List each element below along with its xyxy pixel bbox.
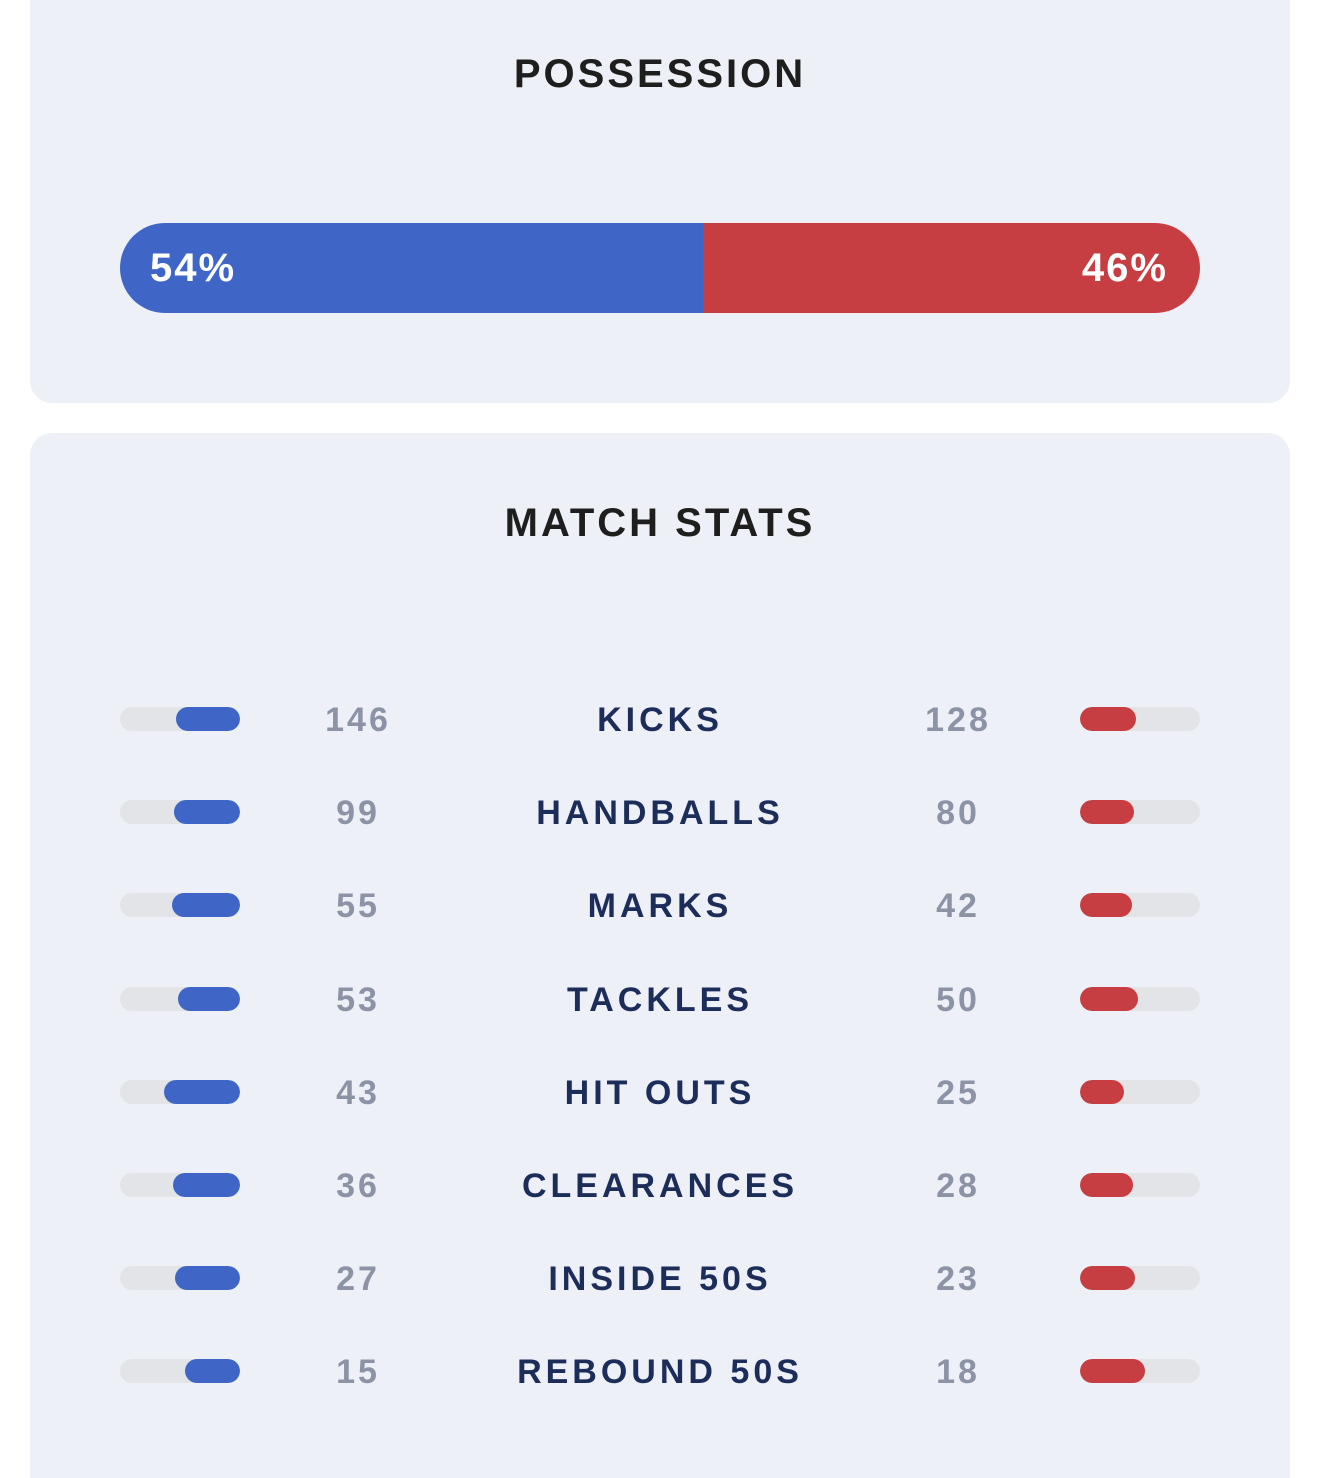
- home-stat-bar: [120, 1173, 240, 1197]
- home-stat-bar-fill: [164, 1080, 240, 1104]
- home-stat-value: 146: [325, 701, 391, 739]
- home-stat-value: 43: [336, 1074, 380, 1112]
- stat-row: 15 REBOUND 50S 18: [120, 1352, 1200, 1392]
- home-stat-bar-fill: [173, 800, 240, 824]
- home-stat-value: 99: [336, 794, 380, 832]
- away-stat-bar-fill: [1080, 707, 1137, 731]
- possession-bar: 54% 46%: [120, 223, 1200, 313]
- stat-label: CLEARANCES: [521, 1167, 799, 1205]
- home-stat-value: 53: [336, 981, 380, 1019]
- match-stats-title: MATCH STATS: [504, 501, 816, 545]
- stat-row: 36 CLEARANCES 28: [120, 1166, 1200, 1206]
- home-stat-bar-fill: [172, 1173, 240, 1197]
- away-stat-value: 25: [936, 1074, 980, 1112]
- possession-title: POSSESSION: [513, 52, 807, 96]
- possession-home-percent: 54%: [150, 246, 237, 290]
- away-stat-bar: [1080, 893, 1200, 917]
- stat-row: 146 KICKS 128: [120, 700, 1200, 740]
- home-stat-value: 55: [336, 887, 380, 925]
- stat-label: REBOUND 50S: [517, 1353, 803, 1391]
- away-stat-bar: [1080, 987, 1200, 1011]
- possession-card: POSSESSION 54% 46%: [30, 0, 1290, 403]
- stat-label: TACKLES: [566, 981, 754, 1019]
- home-stat-bar-fill: [178, 987, 240, 1011]
- possession-away-segment: 46%: [703, 223, 1200, 313]
- match-stats-card: MATCH STATS 146 KICKS 128 99 HANDBALLS 80 55 MA…: [30, 433, 1290, 1478]
- away-stat-bar-fill: [1080, 893, 1132, 917]
- stat-label: KICKS: [597, 701, 723, 739]
- away-stat-bar: [1080, 1359, 1200, 1383]
- home-stat-bar: [120, 987, 240, 1011]
- stat-label: MARKS: [587, 887, 733, 925]
- possession-home-segment: 54%: [120, 223, 704, 313]
- stat-label: HANDBALLS: [536, 794, 784, 832]
- stat-row: 27 INSIDE 50S 23: [120, 1259, 1200, 1299]
- away-stat-value: 50: [936, 981, 980, 1019]
- home-stat-bar: [120, 1266, 240, 1290]
- away-stat-value: 42: [936, 887, 980, 925]
- away-stat-bar-fill: [1080, 1173, 1133, 1197]
- home-stat-bar-fill: [175, 1266, 240, 1290]
- away-stat-bar-fill: [1080, 1080, 1125, 1104]
- home-stat-bar: [120, 707, 240, 731]
- home-stat-bar: [120, 893, 240, 917]
- home-stat-bar-fill: [176, 707, 240, 731]
- away-stat-value: 18: [936, 1353, 980, 1391]
- home-stat-bar: [120, 1359, 240, 1383]
- stat-label: HIT OUTS: [564, 1074, 756, 1112]
- stat-row: 99 HANDBALLS 80: [120, 793, 1200, 833]
- home-stat-bar: [120, 1080, 240, 1104]
- home-stat-value: 15: [336, 1353, 380, 1391]
- away-stat-bar-fill: [1080, 1266, 1136, 1290]
- away-stat-bar-fill: [1080, 1359, 1146, 1383]
- away-stat-bar: [1080, 800, 1200, 824]
- away-stat-bar: [1080, 1266, 1200, 1290]
- away-stat-bar: [1080, 1173, 1200, 1197]
- home-stat-bar-fill: [185, 1359, 240, 1383]
- possession-away-percent: 46%: [1081, 246, 1168, 290]
- stat-row: 55 MARKS 42: [120, 886, 1200, 926]
- away-stat-bar-fill: [1080, 987, 1139, 1011]
- home-stat-bar: [120, 800, 240, 824]
- away-stat-value: 128: [925, 701, 991, 739]
- away-stat-bar: [1080, 1080, 1200, 1104]
- away-stat-value: 28: [936, 1167, 980, 1205]
- home-stat-value: 27: [336, 1260, 380, 1298]
- away-stat-bar: [1080, 707, 1200, 731]
- away-stat-bar-fill: [1080, 800, 1134, 824]
- stat-row: 43 HIT OUTS 25: [120, 1073, 1200, 1113]
- away-stat-value: 80: [936, 794, 980, 832]
- home-stat-bar-fill: [171, 893, 240, 917]
- home-stat-value: 36: [336, 1167, 380, 1205]
- stat-label: INSIDE 50S: [548, 1260, 772, 1298]
- away-stat-value: 23: [936, 1260, 980, 1298]
- stat-row: 53 TACKLES 50: [120, 980, 1200, 1020]
